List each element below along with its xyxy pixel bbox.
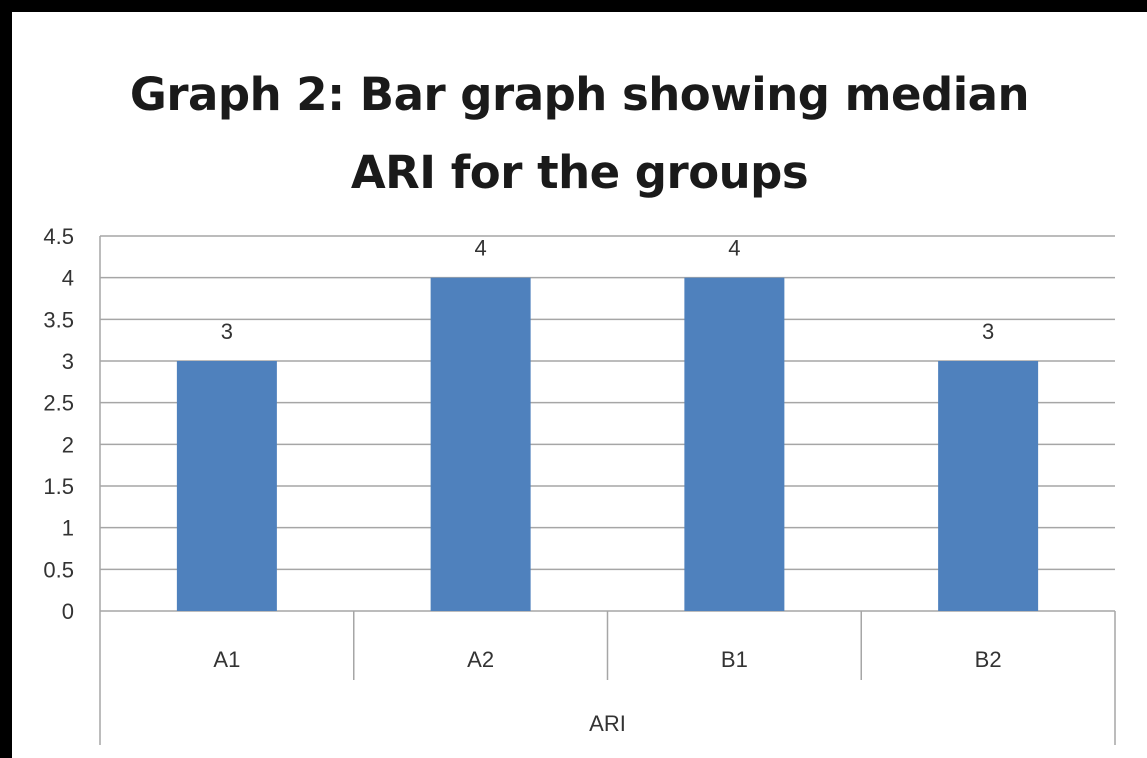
y-tick-label: 0.5	[43, 557, 74, 582]
y-tick-label: 3	[62, 349, 74, 374]
y-tick-label: 4	[62, 266, 74, 291]
y-tick-label: 2	[62, 432, 74, 457]
bar-b2	[938, 361, 1039, 611]
data-label-b1: 4	[728, 236, 740, 261]
y-tick-label: 2.5	[43, 391, 74, 416]
category-label-a1: A1	[213, 647, 240, 672]
data-label-a1: 3	[221, 319, 233, 344]
y-tick-label: 3.5	[43, 307, 74, 332]
category-label-b2: B2	[975, 647, 1002, 672]
y-tick-label: 0	[62, 599, 74, 624]
data-label-a2: 4	[475, 236, 487, 261]
chart-title-line-1: Graph 2: Bar graph showing median	[129, 68, 1030, 121]
category-label-b1: B1	[721, 647, 748, 672]
bar-a1	[176, 361, 277, 611]
y-tick-label: 1	[62, 516, 74, 541]
y-tick-label: 1.5	[43, 474, 74, 499]
chart-title: Graph 2: Bar graph showing median ARI fo…	[12, 56, 1147, 212]
bar-a2	[430, 277, 531, 611]
category-label-a2: A2	[467, 647, 494, 672]
y-tick-label: 4.5	[43, 224, 74, 249]
bar-b1	[684, 277, 785, 611]
x-group-label: ARI	[589, 711, 626, 736]
chart-title-line-2: ARI for the groups	[350, 146, 809, 199]
data-label-b2: 3	[982, 319, 994, 344]
